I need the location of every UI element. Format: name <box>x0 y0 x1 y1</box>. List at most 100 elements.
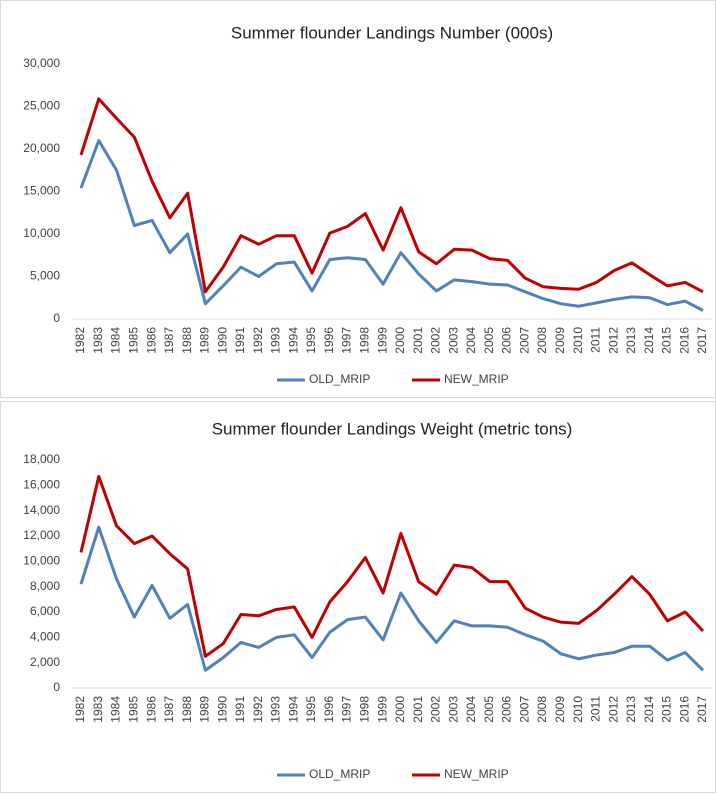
x-tick-label: 1991 <box>233 696 247 723</box>
x-tick-label: 1990 <box>215 327 229 354</box>
y-tick-label: 18,000 <box>23 452 60 466</box>
x-tick-label: 1997 <box>340 696 354 723</box>
panel-frame <box>0 401 716 793</box>
x-tick-label: 1987 <box>162 327 176 354</box>
x-tick-label: 1984 <box>109 327 123 354</box>
y-tick-label: 12,000 <box>23 528 60 542</box>
x-tick-label: 1994 <box>286 696 300 723</box>
x-tick-label: 1985 <box>126 696 140 723</box>
x-tick-label: 2000 <box>393 327 407 354</box>
x-tick-label: 2005 <box>482 327 496 354</box>
x-tick-label: 2016 <box>677 327 691 354</box>
x-tick-label: 2002 <box>429 327 443 354</box>
x-tick-label: 2013 <box>624 696 638 723</box>
x-tick-label: 2015 <box>660 696 674 723</box>
x-tick-label: 2006 <box>500 327 514 354</box>
x-tick-label: 1993 <box>269 327 283 354</box>
panel-frame <box>0 0 716 398</box>
y-tick-label: 0 <box>53 311 60 325</box>
x-tick-label: 2014 <box>642 696 656 723</box>
x-tick-label: 2012 <box>606 327 620 354</box>
y-tick-label: 4,000 <box>30 630 60 644</box>
x-tick-label: 2004 <box>464 327 478 354</box>
x-tick-label: 1989 <box>198 696 212 723</box>
x-tick-label: 1982 <box>73 696 87 723</box>
x-tick-label: 1985 <box>126 327 140 354</box>
x-tick-label: 2001 <box>411 327 425 354</box>
x-tick-label: 1988 <box>180 327 194 354</box>
x-tick-label: 1990 <box>215 696 229 723</box>
x-tick-label: 2009 <box>553 696 567 723</box>
x-tick-label: 1998 <box>358 696 372 723</box>
y-tick-label: 10,000 <box>23 226 60 240</box>
data-line <box>79 474 705 658</box>
legend-label: NEW_MRIP <box>444 767 509 781</box>
x-tick-label: 1983 <box>91 327 105 354</box>
y-tick-label: 6,000 <box>30 604 60 618</box>
x-tick-label: 1996 <box>322 696 336 723</box>
x-tick-label: 1986 <box>144 696 158 723</box>
data-line <box>79 97 704 294</box>
x-tick-label: 1998 <box>358 327 372 354</box>
x-tick-label: 2010 <box>571 696 585 723</box>
y-tick-label: 20,000 <box>23 141 60 155</box>
x-tick-label: 2005 <box>482 696 496 723</box>
legend-label: OLD_MRIP <box>309 372 370 386</box>
x-tick-label: 2016 <box>677 696 691 723</box>
x-tick-label: 1999 <box>375 696 389 723</box>
x-tick-label: 2008 <box>535 696 549 723</box>
x-tick-label: 2007 <box>517 327 531 354</box>
x-tick-label: 1994 <box>286 327 300 354</box>
x-tick-label: 2014 <box>642 327 656 354</box>
x-tick-label: 2010 <box>571 327 585 354</box>
x-tick-label: 1995 <box>304 696 318 723</box>
x-tick-label: 2008 <box>535 327 549 354</box>
y-tick-label: 8,000 <box>30 579 60 593</box>
x-tick-label: 1982 <box>73 327 87 354</box>
y-tick-label: 5,000 <box>30 269 60 283</box>
x-tick-label: 2011 <box>589 327 603 353</box>
x-tick-label: 2015 <box>660 327 674 354</box>
x-tick-label: 2000 <box>393 696 407 723</box>
y-tick-label: 16,000 <box>23 478 60 492</box>
x-tick-label: 2012 <box>606 696 620 723</box>
x-tick-label: 2007 <box>517 696 531 723</box>
chart-title: Summer flounder Landings Weight (metric … <box>212 419 573 438</box>
x-tick-label: 2013 <box>624 327 638 354</box>
y-tick-label: 30,000 <box>23 56 60 70</box>
x-tick-label: 2006 <box>500 696 514 723</box>
x-tick-label: 2002 <box>429 696 443 723</box>
y-tick-label: 10,000 <box>23 554 60 568</box>
x-tick-label: 1997 <box>340 327 354 354</box>
x-tick-label: 1996 <box>322 327 336 354</box>
x-tick-label: 1987 <box>162 696 176 723</box>
y-tick-label: 2,000 <box>30 655 60 669</box>
x-tick-label: 2017 <box>695 696 709 723</box>
chart-title: Summer flounder Landings Number (000s) <box>231 23 553 42</box>
x-tick-label: 2004 <box>464 696 478 723</box>
x-tick-label: 1992 <box>251 327 265 354</box>
y-tick-label: 25,000 <box>23 99 60 113</box>
x-tick-label: 1991 <box>233 327 247 354</box>
x-tick-label: 1983 <box>91 696 105 723</box>
x-tick-label: 2011 <box>589 696 603 722</box>
x-tick-label: 2003 <box>446 327 460 354</box>
x-tick-label: 1992 <box>251 696 265 723</box>
x-tick-label: 1984 <box>109 696 123 723</box>
y-tick-label: 14,000 <box>23 503 60 517</box>
legend-label: NEW_MRIP <box>444 372 509 386</box>
data-line <box>79 525 705 672</box>
x-tick-label: 1988 <box>180 696 194 723</box>
legend-label: OLD_MRIP <box>309 767 370 781</box>
x-tick-label: 1993 <box>269 696 283 723</box>
x-tick-label: 2009 <box>553 327 567 354</box>
x-tick-label: 1989 <box>198 327 212 354</box>
x-tick-label: 1986 <box>144 327 158 354</box>
data-line <box>79 139 704 312</box>
x-tick-label: 2001 <box>411 696 425 723</box>
x-tick-label: 2003 <box>446 696 460 723</box>
y-tick-label: 15,000 <box>23 184 60 198</box>
x-tick-label: 1999 <box>375 327 389 354</box>
x-tick-label: 2017 <box>695 327 709 354</box>
